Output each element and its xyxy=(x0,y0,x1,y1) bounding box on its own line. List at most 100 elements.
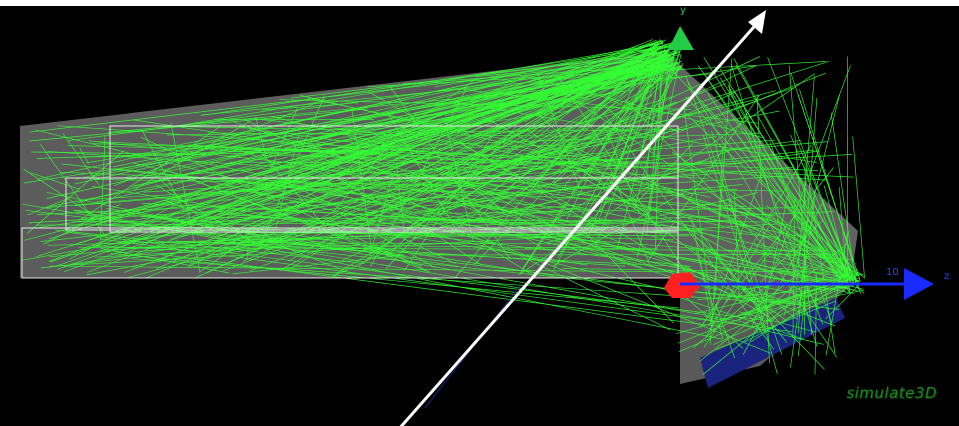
ray-segment xyxy=(161,254,723,328)
ray-segment xyxy=(234,125,808,239)
ray-segment xyxy=(27,197,70,216)
ray-segment xyxy=(27,150,124,234)
ray-segment xyxy=(288,45,663,262)
ray-segment xyxy=(711,130,778,374)
ray-segment xyxy=(683,197,859,283)
ray-segment xyxy=(43,203,121,245)
ray-segment xyxy=(186,229,551,239)
ray-segment xyxy=(738,279,847,316)
ray-segment xyxy=(557,88,830,274)
ray-segment xyxy=(255,116,267,159)
ray-segment xyxy=(124,63,667,273)
ray-segment xyxy=(769,141,833,325)
ray-segment xyxy=(576,198,610,238)
ray-segment xyxy=(175,58,679,163)
ray-segment xyxy=(187,144,431,157)
ray-segment xyxy=(169,62,681,192)
ray-segment xyxy=(67,59,674,142)
ray-segment xyxy=(45,182,329,208)
ray-segment xyxy=(752,205,851,280)
ray-segment xyxy=(756,94,770,364)
ray-segment xyxy=(603,113,775,350)
ray-segment xyxy=(422,174,805,255)
ray-segment xyxy=(725,198,857,275)
ray-segment xyxy=(100,219,649,251)
ray-segment xyxy=(177,43,664,127)
ray-segment xyxy=(715,303,736,359)
ray-segment xyxy=(476,145,711,198)
ray-segment xyxy=(202,75,528,222)
ray-segment xyxy=(799,89,858,276)
ray-segment xyxy=(689,200,864,276)
ray-segment xyxy=(704,74,850,293)
ray-segment xyxy=(69,62,667,247)
ray-segment xyxy=(574,222,675,324)
ray-segment xyxy=(833,268,861,282)
ray-segment xyxy=(349,136,836,327)
3d-viewport[interactable]: y 10 z simulate3D xyxy=(0,6,959,426)
ray-segment xyxy=(684,112,865,278)
ray-segment xyxy=(685,75,783,355)
ray-segment xyxy=(261,154,500,161)
ray-segment xyxy=(79,147,89,164)
ray-segment xyxy=(562,268,827,273)
ray-segment xyxy=(77,125,222,222)
ray-segment xyxy=(713,280,860,345)
ray-segment xyxy=(696,229,848,285)
ray-segment xyxy=(72,67,682,232)
view-direction-arrowhead[interactable] xyxy=(748,10,766,34)
ray-segment xyxy=(112,168,564,214)
ray-segment xyxy=(788,65,812,335)
ray-segment xyxy=(731,64,818,348)
ray-segment xyxy=(684,265,775,314)
ray-segment xyxy=(757,115,854,287)
ray-segment xyxy=(23,168,107,225)
ray-segment xyxy=(25,209,840,310)
ray-segment xyxy=(535,72,827,190)
ray-segment xyxy=(48,64,574,262)
ray-segment xyxy=(36,50,680,257)
outline-box-bottom xyxy=(21,227,679,279)
ray-segment xyxy=(131,162,691,296)
ray-segment xyxy=(47,151,683,194)
ray-segment xyxy=(705,315,824,345)
ray-segment xyxy=(228,138,258,149)
ray-segment xyxy=(50,52,657,263)
ray-segment xyxy=(342,61,678,136)
ray-segment xyxy=(92,186,588,266)
ray-segment xyxy=(734,189,740,298)
ray-segment xyxy=(692,234,798,320)
ray-segment xyxy=(320,167,437,238)
ray-segment xyxy=(444,128,668,181)
ray-segment xyxy=(92,143,552,158)
ray-segment xyxy=(461,197,596,212)
ray-segment xyxy=(370,85,469,267)
z-axis-label: z xyxy=(944,271,950,282)
ray-segment xyxy=(349,52,679,159)
ray-segment xyxy=(114,98,326,187)
ray-segment xyxy=(522,201,567,270)
ray-segment xyxy=(767,57,854,282)
ray-segment xyxy=(794,75,815,310)
view-direction-line[interactable] xyxy=(398,19,762,426)
ray-segment xyxy=(689,247,864,290)
scene-canvas[interactable] xyxy=(0,6,959,426)
ray-segment xyxy=(742,199,825,355)
ray-segment xyxy=(702,134,766,334)
ray-segment xyxy=(695,250,724,340)
ray-segment xyxy=(388,43,667,192)
ray-segment xyxy=(666,57,669,77)
ray-segment xyxy=(141,125,354,131)
ray-segment xyxy=(75,79,513,180)
ray-segment xyxy=(237,189,851,284)
ray-segment xyxy=(685,96,865,295)
ray-segment xyxy=(686,80,820,310)
ray-segment xyxy=(797,97,818,334)
ray-segment xyxy=(29,56,664,133)
ray-segment xyxy=(519,73,815,275)
ray-segment xyxy=(49,223,779,267)
ray-segment xyxy=(783,94,841,316)
ray-segment xyxy=(677,276,848,344)
ray-segment xyxy=(330,185,747,207)
z-axis-tick-label: 10 xyxy=(886,267,899,278)
